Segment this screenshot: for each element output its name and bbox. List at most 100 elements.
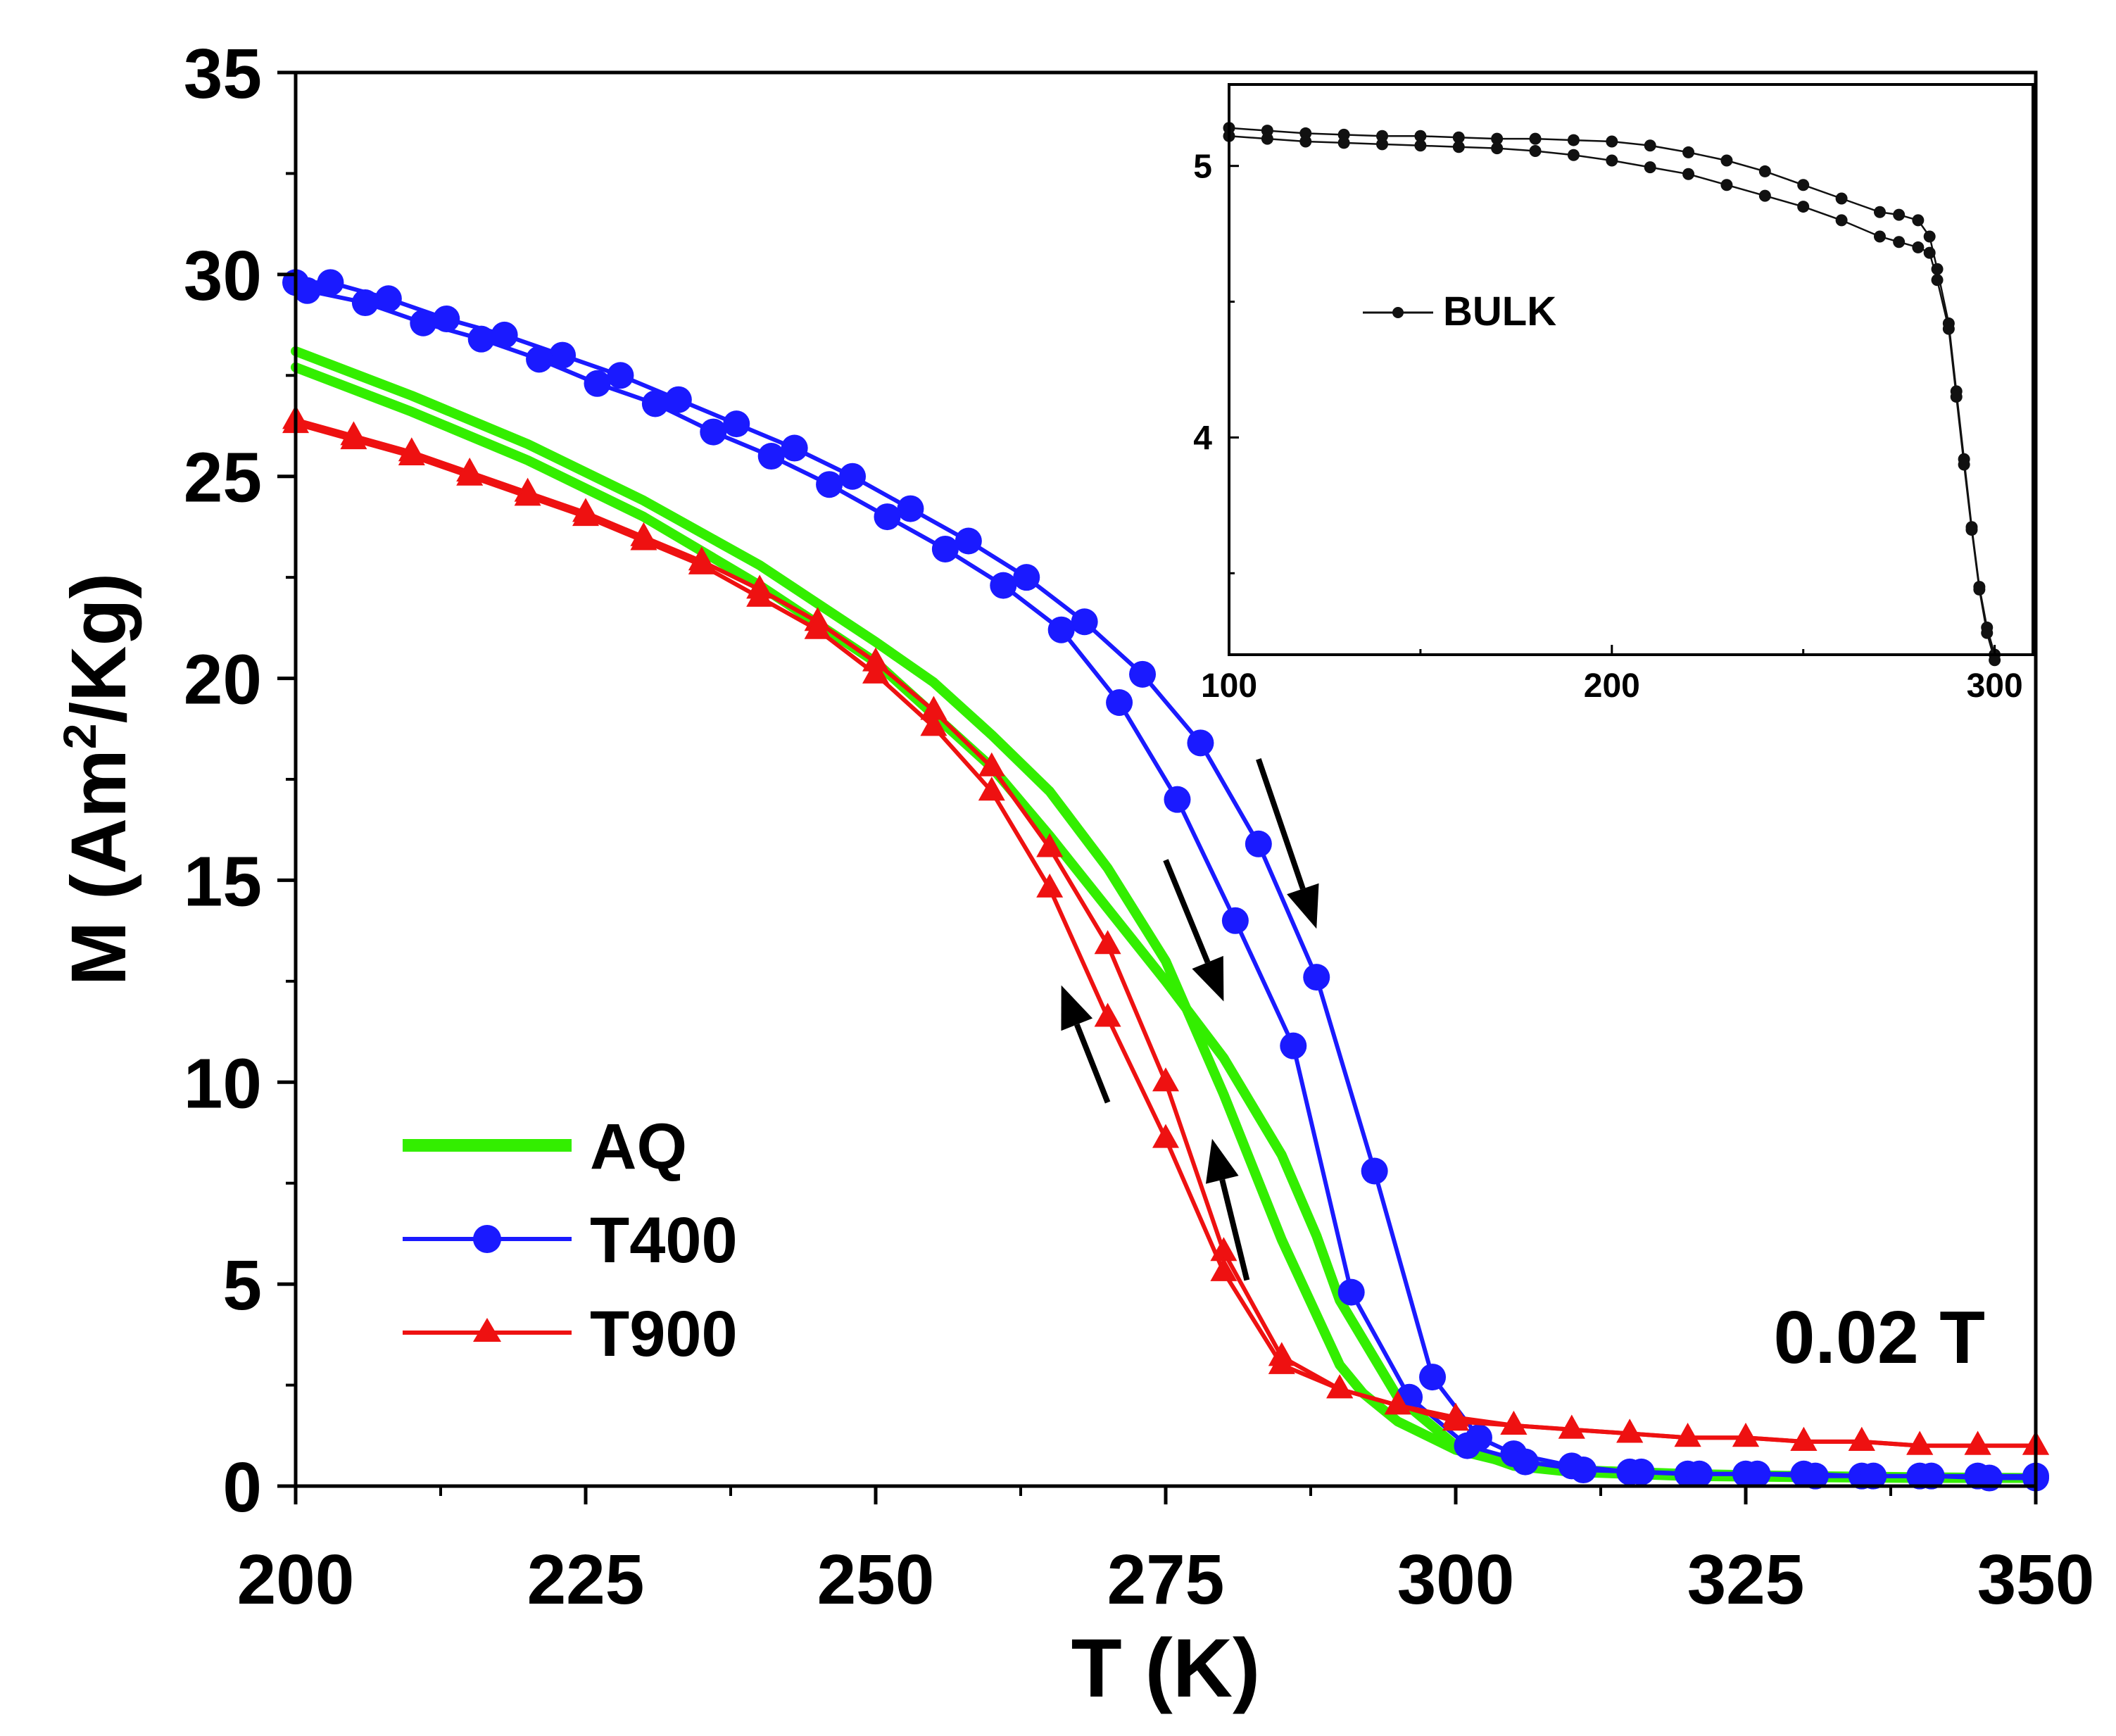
inset-data-point-bulk <box>1893 208 1906 221</box>
y-tick-label: 5 <box>222 1246 262 1325</box>
x-tick-label: 200 <box>237 1540 355 1619</box>
direction-arrow <box>1205 1138 1250 1281</box>
direction-arrow-shaft <box>1256 758 1306 890</box>
inset-data-point-bulk <box>1923 246 1936 259</box>
inset-frame <box>1228 83 2034 656</box>
data-point-t400 <box>1013 564 1040 591</box>
inset-data-point-bulk <box>1644 139 1656 152</box>
data-point-t400 <box>1280 1032 1307 1059</box>
inset-legend-marker <box>1392 307 1404 318</box>
inset-data-point-bulk <box>1491 142 1504 155</box>
inset-data-point-bulk <box>1491 132 1504 145</box>
inset-data-point-bulk <box>1873 230 1886 243</box>
series-t900 <box>282 405 2049 1455</box>
x-tick-label: 325 <box>1687 1540 1805 1619</box>
series-t400 <box>282 269 2049 1492</box>
inset-data-point-bulk <box>1758 189 1771 202</box>
data-point-t900 <box>1152 1124 1179 1148</box>
data-point-t900 <box>978 752 1005 776</box>
data-point-t900 <box>862 659 889 684</box>
inset-x-tick-label: 300 <box>1967 667 2023 705</box>
data-point-t900 <box>1268 1350 1295 1374</box>
inset-data-point-bulk <box>1835 214 1848 227</box>
inset-data-point-bulk <box>1529 145 1542 157</box>
y-axis-title: M (Am2/Kg) <box>53 573 142 986</box>
data-point-t400 <box>1221 907 1249 934</box>
y-tick-label: 0 <box>222 1448 262 1527</box>
data-point-t900 <box>1326 1374 1354 1399</box>
data-point-t400 <box>1627 1458 1655 1485</box>
direction-arrow <box>1061 985 1111 1104</box>
y-tick-label: 20 <box>184 641 262 719</box>
data-point-t900 <box>1616 1419 1644 1443</box>
data-point-t900 <box>630 526 657 551</box>
data-point-t400 <box>467 325 495 353</box>
data-point-t400 <box>549 341 577 369</box>
inset-data-point-bulk <box>1720 179 1733 191</box>
data-point-t900 <box>1384 1390 1411 1415</box>
inset-y-tick-label: 5 <box>1193 149 1212 186</box>
data-point-t900 <box>1442 1407 1469 1431</box>
y-axis-title-superscript: 2 <box>53 724 106 750</box>
field-annotation: 0.02 T <box>1773 1296 1985 1379</box>
y-tick-label: 10 <box>184 1044 262 1123</box>
data-point-t900 <box>1790 1426 1818 1451</box>
direction-arrow-head <box>1192 955 1224 1002</box>
x-axis-title: T (K) <box>1071 1622 1261 1715</box>
inset-data-point-bulk <box>1567 134 1580 146</box>
data-point-t900 <box>1558 1414 1585 1439</box>
y-axis-title-suffix: /Kg) <box>56 573 142 724</box>
main-axis-ticks: 200 225 250 275 300 325 350 0 5 10 15 20 25 30 35 <box>184 34 2095 1619</box>
data-point-t400 <box>1245 830 1272 857</box>
inset-legend-label: BULK <box>1443 289 1556 334</box>
inset-data-point-bulk <box>1973 583 1986 596</box>
data-point-t400 <box>351 289 379 317</box>
data-point-t400 <box>294 277 321 304</box>
data-point-t900 <box>978 776 1005 801</box>
data-point-t900 <box>688 550 715 574</box>
direction-arrow-shaft <box>1219 1178 1250 1281</box>
direction-arrow-head <box>1061 985 1093 1031</box>
data-point-t900 <box>862 647 889 672</box>
y-tick-label: 30 <box>184 237 262 315</box>
data-point-t400 <box>433 305 460 332</box>
inset-data-point-bulk <box>1337 137 1350 149</box>
data-point-t900 <box>920 696 947 720</box>
inset-data-point-bulk <box>1606 135 1618 148</box>
x-tick-label: 225 <box>527 1540 645 1619</box>
direction-arrow-shaft <box>1163 859 1211 964</box>
data-point-t900 <box>398 441 425 466</box>
inset-x-tick-label: 100 <box>1201 667 1257 705</box>
inset-background <box>1229 84 2033 655</box>
x-tick-label: 350 <box>1977 1540 2095 1619</box>
data-point-t400 <box>874 503 901 531</box>
data-point-t400 <box>665 386 692 413</box>
inset-data-point-bulk <box>1835 192 1848 205</box>
data-point-t900 <box>1964 1430 1991 1455</box>
data-point-t400 <box>1164 786 1191 813</box>
data-point-t400 <box>1570 1457 1597 1484</box>
data-point-t900 <box>804 615 831 639</box>
data-point-t900 <box>1094 930 1121 955</box>
direction-arrow-shaft <box>1074 1023 1111 1104</box>
data-point-t400 <box>1454 1432 1481 1459</box>
data-point-t400 <box>897 495 924 522</box>
data-point-t400 <box>700 418 727 446</box>
data-point-t400 <box>1511 1448 1539 1476</box>
inset-data-point-bulk <box>1981 627 1994 639</box>
inset-data-point-bulk <box>1414 139 1427 152</box>
inset-data-point-bulk <box>1797 201 1810 213</box>
data-point-t400 <box>1337 1278 1365 1306</box>
inset-data-point-bulk <box>1797 179 1810 191</box>
inset-data-point-bulk <box>1923 230 1936 243</box>
data-point-t400 <box>1744 1460 1771 1487</box>
legend: AQ T400 T900 <box>403 1111 738 1370</box>
data-point-t900 <box>1732 1423 1759 1447</box>
inset-data-point-bulk <box>1720 154 1733 167</box>
data-point-t900 <box>1210 1237 1238 1262</box>
y-tick-label: 25 <box>184 439 262 517</box>
data-point-t900 <box>1906 1430 1934 1455</box>
inset-series-bulk <box>1223 122 2001 667</box>
x-tick-label: 250 <box>817 1540 935 1619</box>
data-point-t400 <box>990 572 1017 599</box>
